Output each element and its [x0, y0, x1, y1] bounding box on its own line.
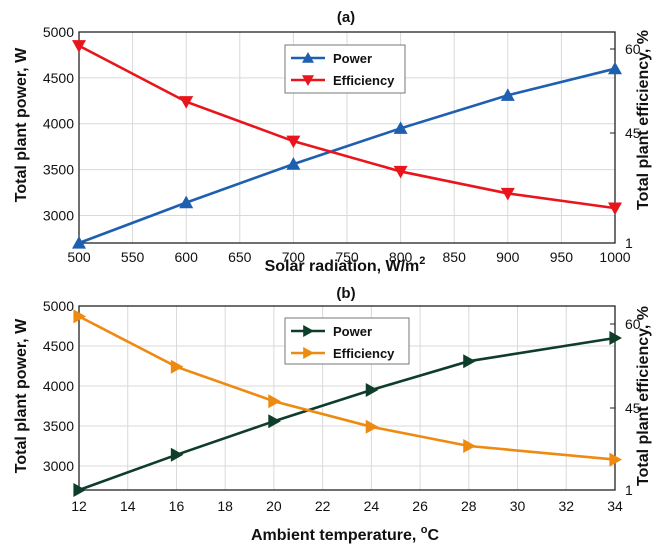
- panel-a-power-point: [286, 157, 301, 170]
- panel-a-xtick-label: 750: [335, 249, 359, 265]
- panel-b-xlabel: Ambient temperature, oC: [251, 524, 440, 544]
- panel-b-legend-power-label: Power: [333, 324, 372, 339]
- panel-b-xtick-label: 12: [71, 498, 87, 514]
- panel-b-right-tick-label: 45: [625, 400, 641, 416]
- panel-b-power-point: [463, 354, 476, 369]
- panel-a-right-tick-label: 60: [625, 41, 641, 57]
- panel-b-xtick-label: 26: [412, 498, 428, 514]
- panel-b-xtick-label: 32: [558, 498, 574, 514]
- panel-b-xtick-label: 34: [607, 498, 623, 514]
- panel-a-efficiency-line: [78, 44, 616, 210]
- panel-b-ylabel-right: Total plant efficiency, %: [635, 306, 652, 486]
- panel-a-xtick-label: 700: [282, 249, 306, 265]
- panel-b-right-tick-label: 60: [625, 316, 641, 332]
- panel-a-xtick-label: 800: [389, 249, 413, 265]
- panel-a-xtick-label: 950: [550, 249, 574, 265]
- panel-a-xlabel-sup: 2: [419, 255, 425, 267]
- panel-a-xtick-label: 850: [443, 249, 467, 265]
- panel-a-ytick-label: 4500: [43, 70, 74, 86]
- panel-a-efficiency-point: [608, 202, 622, 216]
- panel-a-power-point: [608, 61, 622, 75]
- panel-b-xlabel-sup: o: [421, 524, 428, 536]
- panel-a-ytick-label: 3000: [43, 207, 74, 223]
- panel-a-efficiency-point: [179, 96, 194, 109]
- panel-b-efficiency-point: [170, 359, 184, 374]
- panel-b-efficiency-point: [268, 394, 281, 409]
- panel-b-power-line: [78, 336, 616, 492]
- panel-a-legend-power-marker: [302, 52, 314, 63]
- panel-a-ytick-label: 3500: [43, 162, 74, 178]
- panel-b-legend-power-marker: [303, 325, 314, 337]
- panel-b-efficiency-line: [78, 315, 616, 461]
- panel-a-legend-power-label: Power: [333, 51, 372, 66]
- panel-a-xtick-label: 1000: [599, 249, 630, 265]
- panel-b-xlabel-unit: C: [427, 527, 439, 544]
- panel-b-power-point: [73, 483, 86, 497]
- panel-b-ytick-label: 4500: [43, 338, 74, 354]
- panel-b-title: (b): [336, 285, 355, 302]
- panel-b-legend-efficiency-label: Efficiency: [333, 346, 395, 361]
- panel-a-title: (a): [337, 9, 355, 26]
- panel-b-xtick-label: 18: [217, 498, 233, 514]
- panel-a-power-point: [72, 236, 86, 249]
- panel-a-power-point: [500, 88, 515, 101]
- panel-b-xtick-label: 14: [120, 498, 136, 514]
- panel-a-xtick-label: 900: [496, 249, 520, 265]
- panel-b-xtick-label: 28: [461, 498, 477, 514]
- panel-b-right-tick-label: 1: [625, 482, 633, 498]
- panel-a-plot-frame: [78, 31, 616, 244]
- panel-a-legend: [284, 44, 406, 94]
- panel-b-plot-frame: [78, 305, 616, 491]
- panel-b-efficiency-point: [609, 452, 622, 467]
- panel-a-xtick-label: 550: [121, 249, 145, 265]
- panel-a-ytick-label: 4000: [43, 116, 74, 132]
- panel-b-ytick-label: 3500: [43, 418, 74, 434]
- panel-a-ylabel: Total plant power, W: [13, 47, 30, 202]
- panel-a-xtick-label: 500: [67, 249, 91, 265]
- panel-a-legend-efficiency-marker: [302, 75, 314, 86]
- panel-a-efficiency-point: [500, 187, 515, 201]
- panel-a-legend-efficiency-label: Efficiency: [333, 73, 395, 88]
- panel-b-power-point: [170, 447, 184, 462]
- panel-b-xtick-label: 22: [315, 498, 331, 514]
- panel-b-xlabel-main: Ambient temperature,: [251, 527, 421, 544]
- panel-a-right-tick-label: 45: [625, 125, 641, 141]
- panel-b-xtick-label: 16: [169, 498, 185, 514]
- panel-a-ylabel-right: Total plant efficiency, %: [635, 30, 652, 210]
- panel-a-xtick-label: 600: [175, 249, 199, 265]
- panel-b-ytick-label: 4000: [43, 378, 74, 394]
- panel-a-xtick-label: 650: [228, 249, 252, 265]
- panel-a-power-point: [179, 195, 194, 209]
- panel-b-xtick-label: 20: [266, 498, 282, 514]
- panel-a-efficiency-point: [286, 135, 301, 149]
- panel-b-power-point: [609, 331, 622, 345]
- panel-b-power-point: [365, 383, 379, 397]
- panel-b-efficiency-point: [365, 419, 379, 434]
- panel-a-power-line: [78, 67, 616, 245]
- panel-b-xtick-label: 24: [364, 498, 380, 514]
- panel-a-power-point: [393, 121, 408, 134]
- panel-a-right-tick-label: 1: [625, 235, 633, 251]
- panel-a-efficiency-point: [72, 40, 86, 53]
- panel-b-ytick-label: 3000: [43, 458, 74, 474]
- panel-a-xlabel: Solar radiation, W/m2: [265, 255, 426, 275]
- panel-b-power-point: [268, 414, 281, 429]
- panel-b-efficiency-point: [463, 439, 476, 453]
- panel-a-efficiency-point: [393, 165, 408, 179]
- panel-b-ylabel: Total plant power, W: [13, 318, 30, 473]
- panel-a-xlabel-main: Solar radiation, W/m: [265, 258, 420, 275]
- panel-b-legend-efficiency-marker: [303, 347, 314, 359]
- panel-a-ytick-label: 5000: [43, 24, 74, 40]
- panel-b-ytick-label: 5000: [43, 298, 74, 314]
- panel-b-efficiency-point: [73, 309, 86, 324]
- panel-b-xtick-label: 30: [510, 498, 526, 514]
